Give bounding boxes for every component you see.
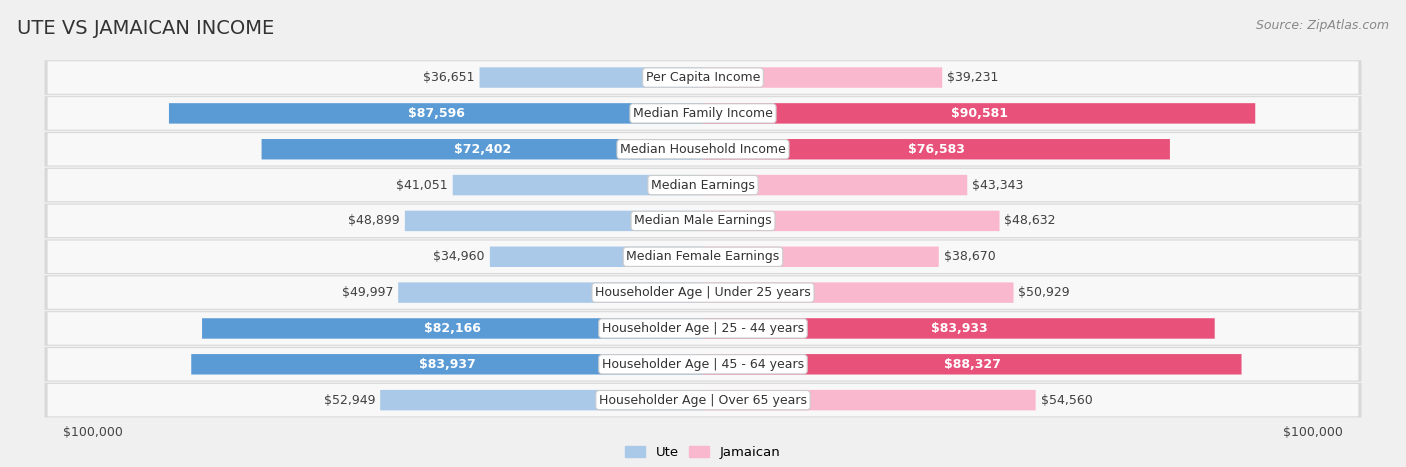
FancyBboxPatch shape bbox=[262, 139, 703, 159]
FancyBboxPatch shape bbox=[45, 132, 1361, 166]
FancyBboxPatch shape bbox=[703, 390, 1036, 410]
Text: Householder Age | Over 65 years: Householder Age | Over 65 years bbox=[599, 394, 807, 407]
Text: $90,581: $90,581 bbox=[950, 107, 1008, 120]
FancyBboxPatch shape bbox=[45, 347, 1361, 382]
FancyBboxPatch shape bbox=[48, 169, 1358, 201]
Text: UTE VS JAMAICAN INCOME: UTE VS JAMAICAN INCOME bbox=[17, 19, 274, 38]
FancyBboxPatch shape bbox=[48, 97, 1358, 130]
Text: $88,327: $88,327 bbox=[943, 358, 1001, 371]
FancyBboxPatch shape bbox=[489, 247, 703, 267]
Legend: Ute, Jamaican: Ute, Jamaican bbox=[620, 441, 786, 465]
Text: Householder Age | 45 - 64 years: Householder Age | 45 - 64 years bbox=[602, 358, 804, 371]
FancyBboxPatch shape bbox=[191, 354, 703, 375]
FancyBboxPatch shape bbox=[45, 60, 1361, 95]
Text: Median Family Income: Median Family Income bbox=[633, 107, 773, 120]
Text: $36,651: $36,651 bbox=[423, 71, 475, 84]
FancyBboxPatch shape bbox=[48, 384, 1358, 417]
FancyBboxPatch shape bbox=[405, 211, 703, 231]
Text: $83,933: $83,933 bbox=[931, 322, 987, 335]
FancyBboxPatch shape bbox=[703, 354, 1241, 375]
FancyBboxPatch shape bbox=[45, 276, 1361, 310]
FancyBboxPatch shape bbox=[48, 61, 1358, 94]
Text: $38,670: $38,670 bbox=[943, 250, 995, 263]
Text: $41,051: $41,051 bbox=[396, 178, 449, 191]
FancyBboxPatch shape bbox=[45, 204, 1361, 238]
FancyBboxPatch shape bbox=[48, 348, 1358, 381]
FancyBboxPatch shape bbox=[703, 318, 1215, 339]
FancyBboxPatch shape bbox=[703, 103, 1256, 124]
Text: $39,231: $39,231 bbox=[948, 71, 998, 84]
Text: $49,997: $49,997 bbox=[342, 286, 394, 299]
FancyBboxPatch shape bbox=[45, 311, 1361, 346]
Text: $48,899: $48,899 bbox=[349, 214, 399, 227]
FancyBboxPatch shape bbox=[45, 168, 1361, 202]
FancyBboxPatch shape bbox=[48, 312, 1358, 345]
FancyBboxPatch shape bbox=[48, 241, 1358, 273]
Text: $72,402: $72,402 bbox=[454, 143, 510, 156]
Text: $50,929: $50,929 bbox=[1018, 286, 1070, 299]
Text: $48,632: $48,632 bbox=[1004, 214, 1056, 227]
FancyBboxPatch shape bbox=[48, 133, 1358, 165]
FancyBboxPatch shape bbox=[45, 96, 1361, 131]
Text: Source: ZipAtlas.com: Source: ZipAtlas.com bbox=[1256, 19, 1389, 32]
FancyBboxPatch shape bbox=[703, 139, 1170, 159]
Text: Median Household Income: Median Household Income bbox=[620, 143, 786, 156]
FancyBboxPatch shape bbox=[48, 276, 1358, 309]
Text: $34,960: $34,960 bbox=[433, 250, 485, 263]
Text: $83,937: $83,937 bbox=[419, 358, 475, 371]
FancyBboxPatch shape bbox=[703, 211, 1000, 231]
Text: $52,949: $52,949 bbox=[323, 394, 375, 407]
Text: Median Female Earnings: Median Female Earnings bbox=[627, 250, 779, 263]
FancyBboxPatch shape bbox=[202, 318, 703, 339]
FancyBboxPatch shape bbox=[380, 390, 703, 410]
Text: Householder Age | Under 25 years: Householder Age | Under 25 years bbox=[595, 286, 811, 299]
FancyBboxPatch shape bbox=[453, 175, 703, 195]
Text: $87,596: $87,596 bbox=[408, 107, 464, 120]
FancyBboxPatch shape bbox=[703, 283, 1014, 303]
FancyBboxPatch shape bbox=[479, 67, 703, 88]
FancyBboxPatch shape bbox=[703, 247, 939, 267]
Text: Per Capita Income: Per Capita Income bbox=[645, 71, 761, 84]
FancyBboxPatch shape bbox=[703, 67, 942, 88]
Text: $54,560: $54,560 bbox=[1040, 394, 1092, 407]
Text: $76,583: $76,583 bbox=[908, 143, 965, 156]
Text: $82,166: $82,166 bbox=[425, 322, 481, 335]
FancyBboxPatch shape bbox=[45, 240, 1361, 274]
FancyBboxPatch shape bbox=[703, 175, 967, 195]
FancyBboxPatch shape bbox=[398, 283, 703, 303]
FancyBboxPatch shape bbox=[169, 103, 703, 124]
Text: Median Male Earnings: Median Male Earnings bbox=[634, 214, 772, 227]
FancyBboxPatch shape bbox=[48, 205, 1358, 237]
Text: Median Earnings: Median Earnings bbox=[651, 178, 755, 191]
Text: Householder Age | 25 - 44 years: Householder Age | 25 - 44 years bbox=[602, 322, 804, 335]
Text: $43,343: $43,343 bbox=[972, 178, 1024, 191]
FancyBboxPatch shape bbox=[45, 383, 1361, 417]
